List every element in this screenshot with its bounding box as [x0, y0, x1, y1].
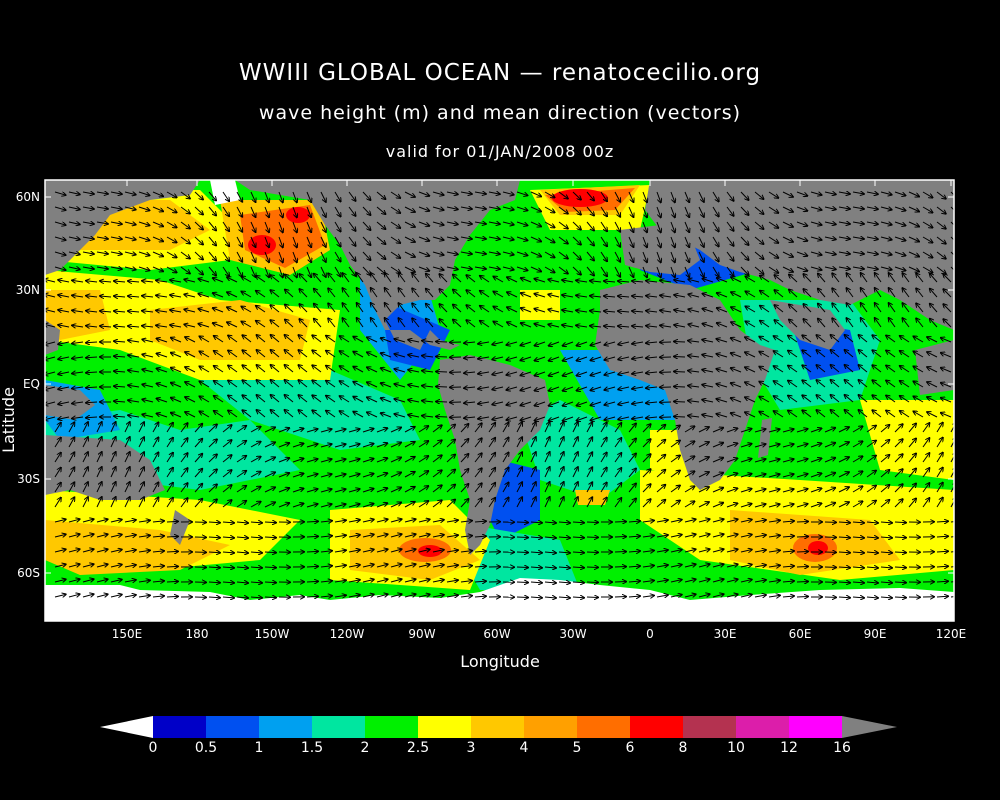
colorbar-bin [789, 716, 842, 738]
colorbar-bin [736, 716, 789, 738]
x-tick-label: 150E [112, 627, 143, 641]
colorbar-bin [630, 716, 683, 738]
wave-field [45, 180, 954, 621]
x-tick-label: 120E [936, 627, 967, 641]
colorbar-bin [524, 716, 577, 738]
colorbar-under-triangle [100, 716, 153, 738]
x-tick-label: 60W [483, 627, 510, 641]
colorbar-label: 6 [626, 740, 635, 756]
colorbar-label: 10 [727, 740, 745, 756]
x-tick-label: 90W [408, 627, 435, 641]
colorbar-label: 1 [255, 740, 264, 756]
colorbar-bin [418, 716, 471, 738]
colorbar-label: 5 [573, 740, 582, 756]
x-tick-label: 180 [186, 627, 209, 641]
colorbar-label: 8 [679, 740, 688, 756]
x-tick-label: 60E [789, 627, 812, 641]
y-axis-title: Latitude [0, 387, 18, 453]
y-tick-label: 60N [16, 190, 40, 204]
x-axis-title: Longitude [460, 652, 540, 671]
colorbar-label: 1.5 [301, 740, 323, 756]
x-tick-label: 0 [646, 627, 654, 641]
colorbar-bin [312, 716, 365, 738]
x-tick-label: 120W [330, 627, 365, 641]
y-tick-label: 60S [17, 566, 40, 580]
colorbar-bin [577, 716, 630, 738]
antarctic-ice [45, 578, 954, 621]
colorbar-label: 0 [149, 740, 158, 756]
valid-time: valid for 01/JAN/2008 00z [385, 142, 615, 161]
colorbar-bin [259, 716, 312, 738]
colorbar-bin [153, 716, 206, 738]
map-title: WWIII GLOBAL OCEAN — renatocecilio.org [238, 60, 762, 86]
colorbar-label: 16 [833, 740, 851, 756]
y-tick-label: EQ [23, 377, 40, 391]
colorbar-over-triangle [842, 716, 897, 738]
colorbar-label: 4 [520, 740, 529, 756]
colorbar-bin [365, 716, 418, 738]
direction-vectors [45, 192, 954, 598]
colorbar: 0 0.5 1 1.5 2 2.5 3 4 5 6 8 10 12 16 [100, 716, 897, 756]
colorbar-label: 2.5 [407, 740, 429, 756]
x-tick-label: 150W [255, 627, 290, 641]
x-tick-label: 90E [864, 627, 887, 641]
colorbar-bin [206, 716, 259, 738]
colorbar-label: 3 [467, 740, 476, 756]
colorbar-label: 0.5 [195, 740, 217, 756]
x-tick-label: 30W [559, 627, 586, 641]
x-tick-label: 30E [714, 627, 737, 641]
y-tick-label: 30S [17, 472, 40, 486]
map-subtitle: wave height (m) and mean direction (vect… [258, 102, 742, 124]
colorbar-bin [683, 716, 736, 738]
colorbar-bin [471, 716, 524, 738]
map-frame [44, 179, 955, 622]
colorbar-label: 12 [780, 740, 798, 756]
y-tick-label: 30N [16, 283, 40, 297]
colorbar-label: 2 [361, 740, 370, 756]
